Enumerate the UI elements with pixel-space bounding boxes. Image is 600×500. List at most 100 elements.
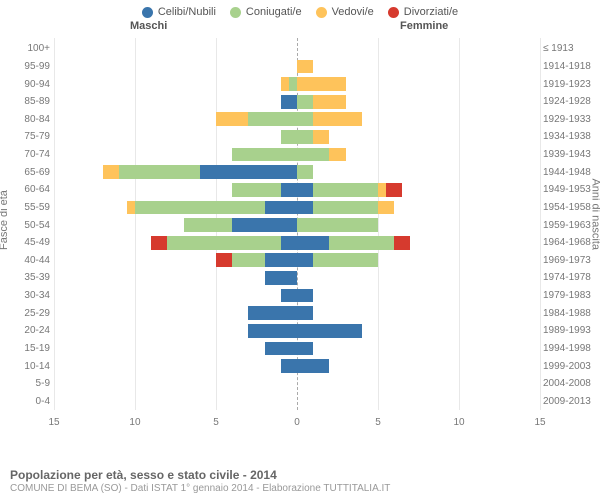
legend-item: Celibi/Nubili	[142, 6, 216, 18]
bar-area	[54, 165, 540, 179]
age-label: 30-34	[2, 290, 50, 301]
female-bar	[297, 60, 540, 74]
age-label: 55-59	[2, 202, 50, 213]
bar-segment	[281, 130, 297, 144]
legend-swatch	[142, 7, 153, 18]
bar-segment	[216, 253, 232, 267]
chart-title: Popolazione per età, sesso e stato civil…	[10, 468, 590, 482]
legend-label: Divorziati/e	[404, 6, 458, 18]
age-label: 85-89	[2, 96, 50, 107]
population-pyramid: 15105051015 100+≤ 191395-991914-191890-9…	[54, 38, 540, 428]
age-row: 55-591954-1958	[54, 199, 540, 217]
bar-area	[54, 201, 540, 215]
age-row: 80-841929-1933	[54, 111, 540, 129]
bar-segment	[329, 236, 394, 250]
chart-rows: 100+≤ 191395-991914-191890-941919-192385…	[54, 40, 540, 410]
female-bar	[297, 95, 540, 109]
birth-year-label: 1964-1968	[543, 237, 598, 248]
female-bar	[297, 201, 540, 215]
x-tick: 15	[534, 417, 545, 428]
age-row: 30-341979-1983	[54, 287, 540, 305]
male-bar	[54, 236, 297, 250]
bar-segment	[297, 236, 329, 250]
bar-area	[54, 359, 540, 373]
birth-year-label: 1944-1948	[543, 167, 598, 178]
birth-year-label: 1989-1993	[543, 325, 598, 336]
bar-area	[54, 183, 540, 197]
age-row: 35-391974-1978	[54, 269, 540, 287]
bar-segment	[297, 289, 313, 303]
legend-label: Celibi/Nubili	[158, 6, 216, 18]
bar-segment	[297, 130, 313, 144]
birth-year-label: 1914-1918	[543, 61, 598, 72]
bar-segment	[313, 201, 378, 215]
birth-year-label: 1924-1928	[543, 96, 598, 107]
female-bar	[297, 148, 540, 162]
legend-item: Coniugati/e	[230, 6, 302, 18]
birth-year-label: 1979-1983	[543, 290, 598, 301]
bar-segment	[313, 253, 378, 267]
age-label: 75-79	[2, 131, 50, 142]
female-bar	[297, 236, 540, 250]
age-label: 5-9	[2, 378, 50, 389]
bar-segment	[232, 253, 264, 267]
age-label: 65-69	[2, 167, 50, 178]
birth-year-label: 1959-1963	[543, 220, 598, 231]
age-row: 50-541959-1963	[54, 216, 540, 234]
age-row: 20-241989-1993	[54, 322, 540, 340]
birth-year-label: 1954-1958	[543, 202, 598, 213]
bar-area	[54, 95, 540, 109]
bar-segment	[248, 306, 297, 320]
bar-segment	[297, 218, 378, 232]
bar-area	[54, 130, 540, 144]
bar-segment	[265, 253, 297, 267]
bar-segment	[297, 60, 313, 74]
bar-segment	[103, 165, 119, 179]
bar-segment	[297, 183, 313, 197]
birth-year-label: 1984-1988	[543, 308, 598, 319]
bar-segment	[232, 148, 297, 162]
female-bar	[297, 165, 540, 179]
bar-segment	[386, 183, 402, 197]
bar-segment	[297, 165, 313, 179]
legend-label: Vedovi/e	[332, 6, 374, 18]
legend-item: Vedovi/e	[316, 6, 374, 18]
bar-segment	[265, 201, 297, 215]
age-row: 25-291984-1988	[54, 304, 540, 322]
bar-segment	[248, 112, 297, 126]
female-bar	[297, 130, 540, 144]
male-bar	[54, 95, 297, 109]
bar-area	[54, 289, 540, 303]
male-bar	[54, 148, 297, 162]
bar-segment	[313, 130, 329, 144]
male-bar	[54, 112, 297, 126]
bar-segment	[232, 218, 297, 232]
male-bar	[54, 42, 297, 56]
female-bar	[297, 218, 540, 232]
female-bar	[297, 271, 540, 285]
bar-segment	[281, 183, 297, 197]
bar-segment	[232, 183, 281, 197]
bar-segment	[216, 112, 248, 126]
male-bar	[54, 218, 297, 232]
male-bar	[54, 130, 297, 144]
header-female: Femmine	[400, 20, 448, 32]
age-row: 85-891924-1928	[54, 93, 540, 111]
male-bar	[54, 253, 297, 267]
bar-area	[54, 218, 540, 232]
bar-segment	[297, 95, 313, 109]
male-bar	[54, 289, 297, 303]
bar-segment	[265, 271, 297, 285]
legend-swatch	[388, 7, 399, 18]
bar-segment	[281, 289, 297, 303]
age-row: 95-991914-1918	[54, 58, 540, 76]
bar-segment	[248, 324, 297, 338]
age-label: 95-99	[2, 61, 50, 72]
x-tick: 5	[375, 417, 381, 428]
male-bar	[54, 77, 297, 91]
legend: Celibi/Nubili Coniugati/e Vedovi/e Divorzia…	[0, 0, 600, 20]
age-row: 75-791934-1938	[54, 128, 540, 146]
x-tick: 5	[213, 417, 219, 428]
male-bar	[54, 165, 297, 179]
male-bar	[54, 60, 297, 74]
